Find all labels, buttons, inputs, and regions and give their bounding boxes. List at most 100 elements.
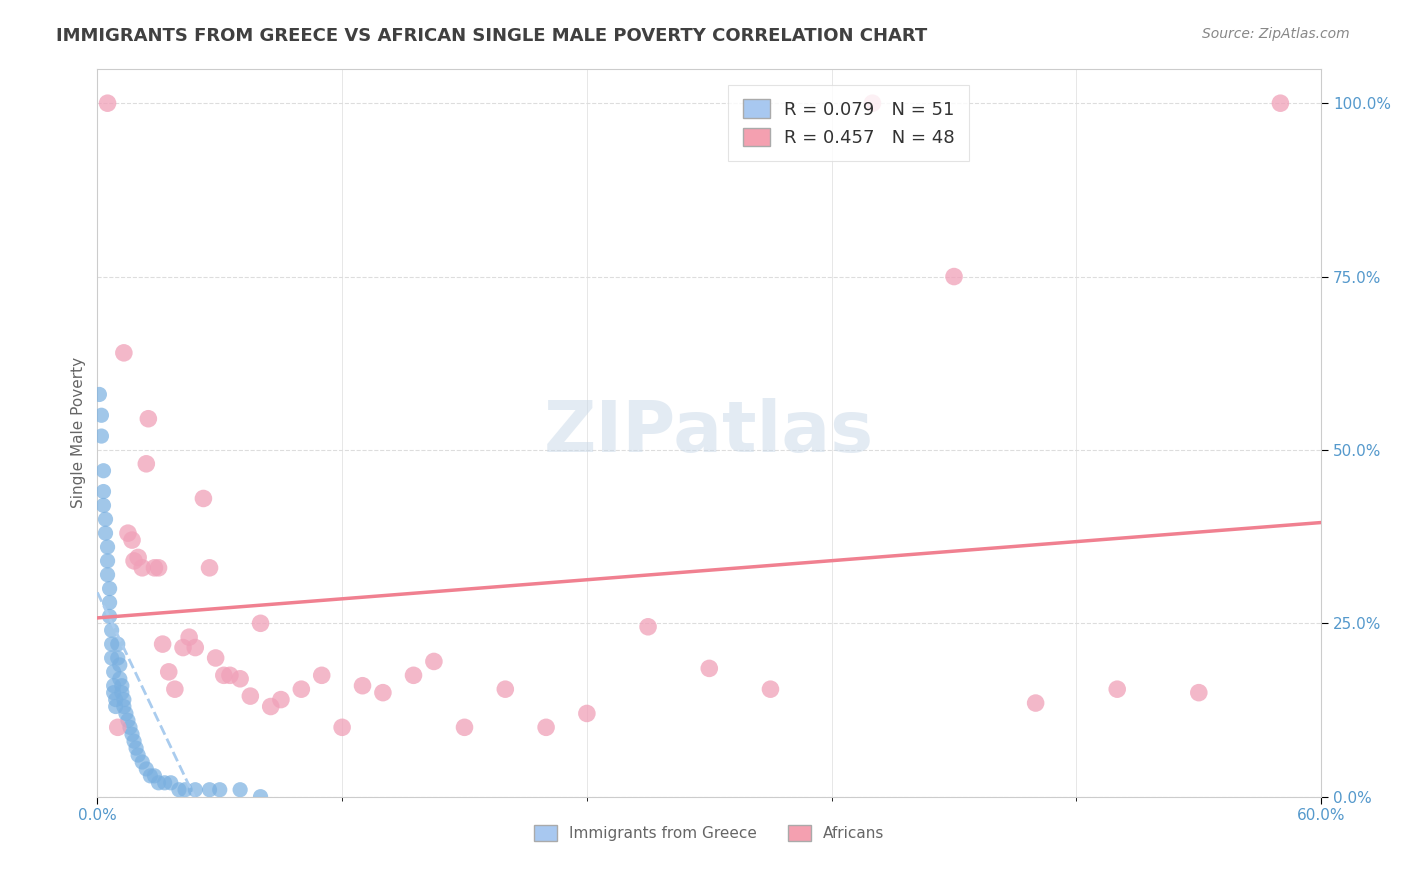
Africans — [117, 526, 139, 541]
Immigrants from Greece — [198, 782, 221, 797]
Africans — [290, 682, 312, 697]
Africans — [943, 269, 966, 284]
Immigrants from Greece — [93, 484, 115, 499]
Immigrants from Greece — [153, 776, 176, 790]
Immigrants from Greece — [208, 782, 231, 797]
Immigrants from Greece — [100, 651, 122, 665]
Immigrants from Greece — [107, 637, 129, 651]
Africans — [352, 679, 374, 693]
Immigrants from Greece — [111, 686, 134, 700]
Africans — [330, 720, 353, 734]
Immigrants from Greece — [249, 789, 271, 804]
Text: ZIPatlas: ZIPatlas — [544, 398, 875, 467]
Immigrants from Greece — [93, 499, 115, 513]
Immigrants from Greece — [184, 782, 207, 797]
Immigrants from Greece — [143, 769, 166, 783]
Legend: R = 0.079   N = 51, R = 0.457   N = 48: R = 0.079 N = 51, R = 0.457 N = 48 — [728, 85, 970, 161]
Immigrants from Greece — [98, 595, 121, 609]
Immigrants from Greece — [94, 526, 117, 541]
Africans — [96, 96, 118, 111]
Africans — [1025, 696, 1047, 710]
Immigrants from Greece — [112, 692, 135, 706]
Immigrants from Greece — [131, 755, 153, 769]
Immigrants from Greece — [96, 554, 118, 568]
Immigrants from Greece — [117, 714, 139, 728]
Africans — [239, 689, 262, 703]
Africans — [172, 640, 194, 655]
Africans — [135, 457, 157, 471]
Africans — [122, 554, 145, 568]
Immigrants from Greece — [118, 720, 141, 734]
Africans — [453, 720, 475, 734]
Africans — [759, 682, 782, 697]
Africans — [249, 616, 271, 631]
Immigrants from Greece — [121, 727, 143, 741]
Immigrants from Greece — [96, 540, 118, 554]
Africans — [229, 672, 252, 686]
Immigrants from Greece — [103, 679, 125, 693]
Immigrants from Greece — [139, 769, 162, 783]
Immigrants from Greece — [104, 699, 127, 714]
Africans — [1107, 682, 1129, 697]
Immigrants from Greece — [100, 637, 122, 651]
Africans — [637, 620, 659, 634]
Immigrants from Greece — [103, 665, 125, 679]
Africans — [311, 668, 333, 682]
Immigrants from Greece — [94, 512, 117, 526]
Africans — [494, 682, 516, 697]
Africans — [157, 665, 180, 679]
Africans — [575, 706, 598, 721]
Africans — [112, 346, 135, 360]
Immigrants from Greece — [108, 672, 131, 686]
Immigrants from Greece — [174, 782, 197, 797]
Africans — [423, 655, 446, 669]
Y-axis label: Single Male Poverty: Single Male Poverty — [72, 357, 86, 508]
Immigrants from Greece — [90, 409, 112, 423]
Africans — [219, 668, 242, 682]
Immigrants from Greece — [111, 679, 134, 693]
Immigrants from Greece — [159, 776, 181, 790]
Africans — [179, 630, 201, 644]
Africans — [198, 561, 221, 575]
Immigrants from Greece — [108, 657, 131, 672]
Immigrants from Greece — [93, 464, 115, 478]
Africans — [534, 720, 557, 734]
Africans — [138, 411, 160, 425]
Africans — [143, 561, 166, 575]
Africans — [260, 699, 283, 714]
Africans — [107, 720, 129, 734]
Africans — [270, 692, 292, 706]
Africans — [131, 561, 153, 575]
Immigrants from Greece — [115, 706, 138, 721]
Immigrants from Greece — [100, 624, 122, 638]
Africans — [193, 491, 215, 506]
Text: IMMIGRANTS FROM GREECE VS AFRICAN SINGLE MALE POVERTY CORRELATION CHART: IMMIGRANTS FROM GREECE VS AFRICAN SINGLE… — [56, 27, 928, 45]
Africans — [697, 661, 720, 675]
Immigrants from Greece — [98, 609, 121, 624]
Immigrants from Greece — [135, 762, 157, 776]
Africans — [121, 533, 143, 547]
Immigrants from Greece — [103, 686, 125, 700]
Immigrants from Greece — [90, 429, 112, 443]
Africans — [371, 686, 394, 700]
Immigrants from Greece — [107, 651, 129, 665]
Africans — [163, 682, 186, 697]
Immigrants from Greece — [127, 747, 149, 762]
Text: Source: ZipAtlas.com: Source: ZipAtlas.com — [1202, 27, 1350, 41]
Immigrants from Greece — [167, 782, 190, 797]
Immigrants from Greece — [112, 699, 135, 714]
Africans — [862, 96, 884, 111]
Immigrants from Greece — [122, 734, 145, 748]
Immigrants from Greece — [96, 567, 118, 582]
Africans — [1188, 686, 1211, 700]
Africans — [402, 668, 425, 682]
Immigrants from Greece — [104, 692, 127, 706]
Africans — [184, 640, 207, 655]
Africans — [148, 561, 170, 575]
Immigrants from Greece — [98, 582, 121, 596]
Africans — [212, 668, 235, 682]
Immigrants from Greece — [125, 741, 148, 756]
Africans — [204, 651, 226, 665]
Immigrants from Greece — [89, 387, 111, 401]
Africans — [152, 637, 174, 651]
